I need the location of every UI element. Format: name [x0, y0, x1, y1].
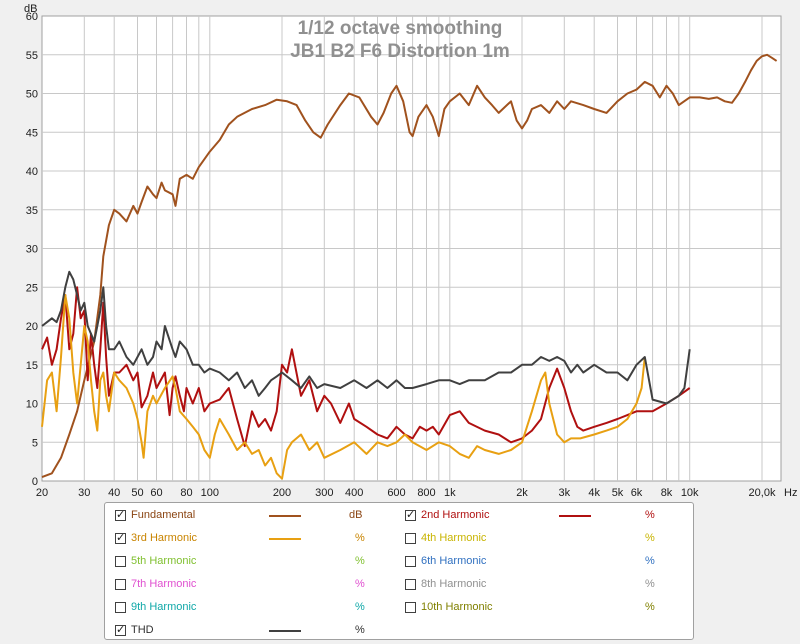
y-tick-label: 55: [26, 50, 38, 62]
legend-item-fundamental[interactable]: ✓ Fundamental dB: [115, 509, 395, 525]
legend-label: 2nd Harmonic: [421, 509, 490, 521]
legend-unit: %: [355, 578, 365, 590]
x-tick-label: 3k: [558, 487, 570, 499]
legend-item-8th-harmonic[interactable]: 8th Harmonic%: [405, 578, 685, 594]
legend-label: 4th Harmonic: [421, 532, 487, 544]
legend-unit: %: [355, 624, 365, 636]
x-tick-label: 60: [150, 487, 162, 499]
x-tick-label: 300: [315, 487, 333, 499]
y-tick-label: 35: [26, 205, 38, 217]
legend-label: THD: [131, 624, 154, 636]
x-tick-label: 20,0k: [749, 487, 776, 499]
legend-label: 10th Harmonic: [421, 601, 493, 613]
x-tick-label: 400: [345, 487, 363, 499]
legend-checkbox-2nd-harmonic[interactable]: ✓: [405, 509, 416, 521]
y-tick-label: 5: [32, 437, 38, 449]
legend-label: Fundamental: [131, 509, 196, 521]
legend-line-swatch: [559, 515, 591, 517]
x-axis-unit: Hz: [784, 487, 797, 499]
legend-item-3rd-harmonic[interactable]: ✓ 3rd Harmonic%: [115, 532, 395, 548]
x-tick-label: 600: [387, 487, 405, 499]
x-tick-label: 200: [273, 487, 291, 499]
x-tick-label: 6k: [631, 487, 643, 499]
legend-unit: dB: [349, 509, 363, 521]
legend-unit: %: [645, 509, 655, 521]
tick-labels: 0 5 10 15 20 25 30 35 40 45 50 55 60 20 30 40 50 60 80 100 2…: [26, 11, 776, 499]
legend-panel: ✓ Fundamental dB ✓ 2nd Harmonic% ✓ 3rd Harmoni…: [104, 502, 694, 640]
y-tick-label: 40: [26, 166, 38, 178]
legend-unit: %: [355, 555, 365, 567]
checkmark-icon: ✓: [406, 509, 416, 521]
legend-checkbox-8th-harmonic[interactable]: [405, 579, 416, 590]
legend-item-10th-harmonic[interactable]: 10th Harmonic%: [405, 601, 685, 617]
y-tick-label: 60: [26, 11, 38, 23]
legend-label: 6th Harmonic: [421, 555, 487, 567]
checkmark-icon: ✓: [116, 624, 126, 636]
legend-label: 5th Harmonic: [131, 555, 197, 567]
legend-item-9th-harmonic[interactable]: 9th Harmonic%: [115, 601, 395, 617]
chart-title: 1/12 octave smoothing: [298, 18, 503, 39]
y-tick-label: 25: [26, 282, 38, 294]
legend-label: 7th Harmonic: [131, 578, 197, 590]
checkmark-icon: ✓: [116, 509, 126, 521]
y-tick-label: 10: [26, 399, 38, 411]
series-line-3rd-harmonic: [41, 294, 646, 480]
series-line-thd: [41, 270, 691, 405]
legend-item-thd[interactable]: ✓ THD%: [115, 624, 395, 640]
series-group: [41, 53, 778, 480]
series-line-fundamental: [41, 53, 778, 479]
x-tick-label: 8k: [661, 487, 673, 499]
legend-unit: %: [355, 532, 365, 544]
legend-checkbox-10th-harmonic[interactable]: [405, 602, 416, 613]
y-tick-label: 50: [26, 89, 38, 101]
x-tick-label: 50: [131, 487, 143, 499]
legend-item-2nd-harmonic[interactable]: ✓ 2nd Harmonic%: [405, 509, 685, 525]
y-tick-label: 45: [26, 127, 38, 139]
x-tick-label: 5k: [612, 487, 624, 499]
y-tick-label: 20: [26, 321, 38, 333]
legend-label: 8th Harmonic: [421, 578, 487, 590]
legend-checkbox-fundamental[interactable]: ✓: [115, 509, 126, 521]
legend-checkbox-7th-harmonic[interactable]: [115, 579, 126, 590]
legend-checkbox-thd[interactable]: ✓: [115, 624, 126, 636]
legend-checkbox-3rd-harmonic[interactable]: ✓: [115, 532, 126, 544]
legend-checkbox-5th-harmonic[interactable]: [115, 556, 126, 567]
legend-unit: %: [645, 532, 655, 544]
y-axis-unit: dB: [24, 3, 37, 15]
legend-unit: %: [645, 578, 655, 590]
x-tick-label: 80: [180, 487, 192, 499]
legend-item-5th-harmonic[interactable]: 5th Harmonic%: [115, 555, 395, 571]
x-tick-label: 20: [36, 487, 48, 499]
legend-checkbox-4th-harmonic[interactable]: [405, 533, 416, 544]
legend-item-7th-harmonic[interactable]: 7th Harmonic%: [115, 578, 395, 594]
x-tick-label: 40: [108, 487, 120, 499]
chart-subtitle: JB1 B2 F6 Distortion 1m: [290, 41, 510, 62]
x-tick-label: 2k: [516, 487, 528, 499]
legend-unit: %: [645, 555, 655, 567]
x-tick-label: 30: [78, 487, 90, 499]
legend-unit: %: [355, 601, 365, 613]
x-tick-label: 10k: [681, 487, 699, 499]
legend-item-4th-harmonic[interactable]: 4th Harmonic%: [405, 532, 685, 548]
legend-checkbox-9th-harmonic[interactable]: [115, 602, 126, 613]
legend-line-swatch: [269, 538, 301, 540]
legend-unit: %: [645, 601, 655, 613]
legend-label: 3rd Harmonic: [131, 532, 198, 544]
y-tick-label: 30: [26, 244, 38, 256]
legend-line-swatch: [269, 630, 301, 632]
legend-item-6th-harmonic[interactable]: 6th Harmonic%: [405, 555, 685, 571]
x-tick-label: 4k: [588, 487, 600, 499]
checkmark-icon: ✓: [116, 532, 126, 544]
x-tick-label: 800: [417, 487, 435, 499]
y-tick-label: 0: [32, 476, 38, 488]
x-tick-label: 1k: [444, 487, 456, 499]
legend-line-swatch: [269, 515, 301, 517]
distortion-chart: 0 5 10 15 20 25 30 35 40 45 50 55 60 20 30 40 50 60 80 100 2…: [24, 3, 797, 499]
legend-label: 9th Harmonic: [131, 601, 197, 613]
legend-checkbox-6th-harmonic[interactable]: [405, 556, 416, 567]
x-tick-label: 100: [201, 487, 219, 499]
y-tick-label: 15: [26, 360, 38, 372]
series-line-2nd-harmonic: [41, 286, 691, 448]
